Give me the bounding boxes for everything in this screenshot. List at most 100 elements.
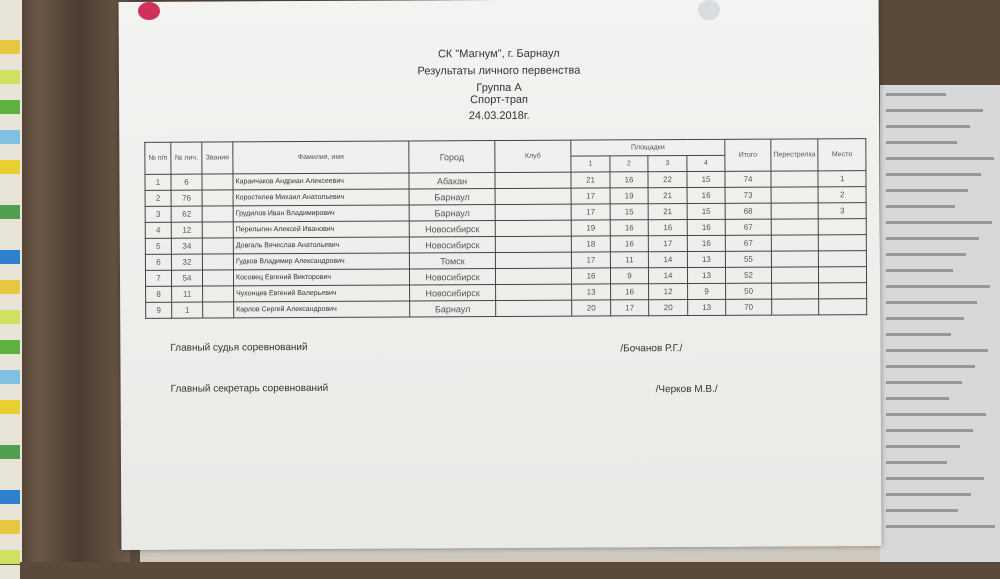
- cell-rank: [202, 269, 234, 287]
- cell-range-4: 16: [687, 219, 726, 236]
- text-line: [886, 173, 981, 176]
- cell-shootoff: [771, 186, 819, 204]
- cell-num: 9: [145, 302, 172, 319]
- index-tab: [0, 535, 20, 549]
- table-row: 9 1 Карлов Сергей Александрович Барнаул 20 17…: [145, 298, 867, 319]
- text-line: [886, 221, 992, 224]
- cell-bib: 62: [171, 206, 203, 223]
- cell-range-4: 13: [687, 251, 726, 268]
- text-line: [886, 445, 960, 448]
- cell-club: [495, 252, 572, 269]
- index-tab: [0, 145, 20, 159]
- cell-total: 50: [725, 283, 772, 300]
- cell-place: [818, 266, 867, 283]
- cell-range-1: 21: [570, 171, 611, 189]
- col-shootoff: Перестрелка: [770, 138, 819, 172]
- cell-range-3: 16: [648, 219, 688, 236]
- cell-city: Барнаул: [409, 204, 496, 221]
- index-tab: [0, 430, 20, 444]
- cell-place: 2: [818, 186, 867, 203]
- text-line: [886, 365, 975, 368]
- text-line: [886, 317, 964, 320]
- text-line: [886, 413, 986, 416]
- cell-range-3: 12: [648, 283, 688, 300]
- cell-place: [818, 218, 867, 235]
- index-tab: [0, 175, 20, 189]
- cell-place: [818, 282, 867, 299]
- cell-total: 55: [725, 251, 772, 268]
- index-tab: [0, 55, 20, 69]
- secretary-label: Главный секретарь соревнований: [170, 382, 329, 395]
- cell-club: [495, 220, 572, 237]
- index-tab: [0, 490, 20, 504]
- results-table: № п/п № лич. Звание Фамилия, имя Город К…: [144, 138, 867, 319]
- cell-city: Новосибирск: [409, 236, 496, 253]
- index-tab: [0, 445, 20, 459]
- cell-bib: 1: [171, 302, 203, 319]
- cell-shootoff: [771, 234, 819, 252]
- cell-range-4: 15: [687, 203, 726, 220]
- index-tab: [0, 310, 20, 324]
- cell-bib: 32: [171, 254, 203, 271]
- index-tab: [0, 400, 20, 414]
- cell-name: Караичаков Андриан Алексеевич: [232, 172, 410, 190]
- cell-shootoff: [771, 202, 819, 220]
- index-tab: [0, 565, 20, 579]
- index-tab: [0, 130, 20, 144]
- index-tab: [0, 475, 20, 489]
- cell-rank: [202, 189, 234, 207]
- text-line: [886, 525, 995, 528]
- cell-city: Барнаул: [409, 188, 496, 205]
- cell-rank: [202, 285, 234, 303]
- cell-city: Новосибирск: [409, 284, 496, 301]
- cell-bib: 34: [171, 238, 203, 255]
- text-line: [886, 493, 971, 496]
- cell-city: Барнаул: [409, 300, 496, 317]
- cell-place: 3: [818, 202, 867, 219]
- cell-name: Гудков Владимир Александрович: [233, 252, 410, 270]
- cell-club: [495, 284, 572, 301]
- text-line: [886, 509, 958, 512]
- event-date: 24.03.2018г.: [468, 109, 530, 123]
- index-tab: [0, 340, 20, 354]
- index-tab: [0, 115, 20, 129]
- cell-range-2: 16: [610, 283, 649, 300]
- text-line: [886, 269, 953, 272]
- text-line: [886, 349, 988, 352]
- cell-range-1: 19: [571, 219, 611, 237]
- cell-place: [818, 234, 867, 251]
- cell-range-2: 11: [610, 251, 649, 268]
- cell-range-2: 17: [610, 299, 649, 316]
- cell-place: [818, 298, 867, 315]
- cell-range-3: 21: [648, 187, 688, 204]
- discipline: Спорт-трап: [470, 93, 529, 107]
- cell-bib: 76: [171, 190, 203, 207]
- cell-range-1: 17: [571, 251, 611, 269]
- cell-shootoff: [771, 250, 819, 268]
- cell-range-2: 16: [610, 235, 649, 252]
- cell-place: 1: [818, 170, 867, 187]
- cell-bib: 54: [171, 270, 203, 287]
- cell-bib: 11: [171, 286, 203, 303]
- index-tab: [0, 550, 20, 564]
- cell-range-1: 18: [571, 235, 611, 253]
- text-line: [886, 381, 962, 384]
- index-tab: [0, 415, 20, 429]
- cell-bib: 12: [171, 222, 203, 239]
- cell-range-3: 17: [648, 235, 688, 252]
- cell-total: 52: [725, 267, 772, 284]
- col-range-3: 3: [647, 155, 687, 172]
- judge-label: Главный судья соревнований: [170, 342, 308, 354]
- index-tab: [0, 265, 20, 279]
- col-range-2: 2: [609, 155, 648, 172]
- secretary-name: /Черков М.В./: [655, 383, 718, 396]
- red-pushpin: [138, 2, 160, 20]
- cell-total: 68: [725, 203, 772, 220]
- index-tab: [0, 325, 20, 339]
- col-range-1: 1: [570, 155, 610, 173]
- text-line: [886, 189, 968, 192]
- cell-range-3: 14: [648, 251, 688, 268]
- text-line: [886, 397, 949, 400]
- cell-range-1: 13: [571, 283, 611, 301]
- index-tab: [0, 70, 20, 84]
